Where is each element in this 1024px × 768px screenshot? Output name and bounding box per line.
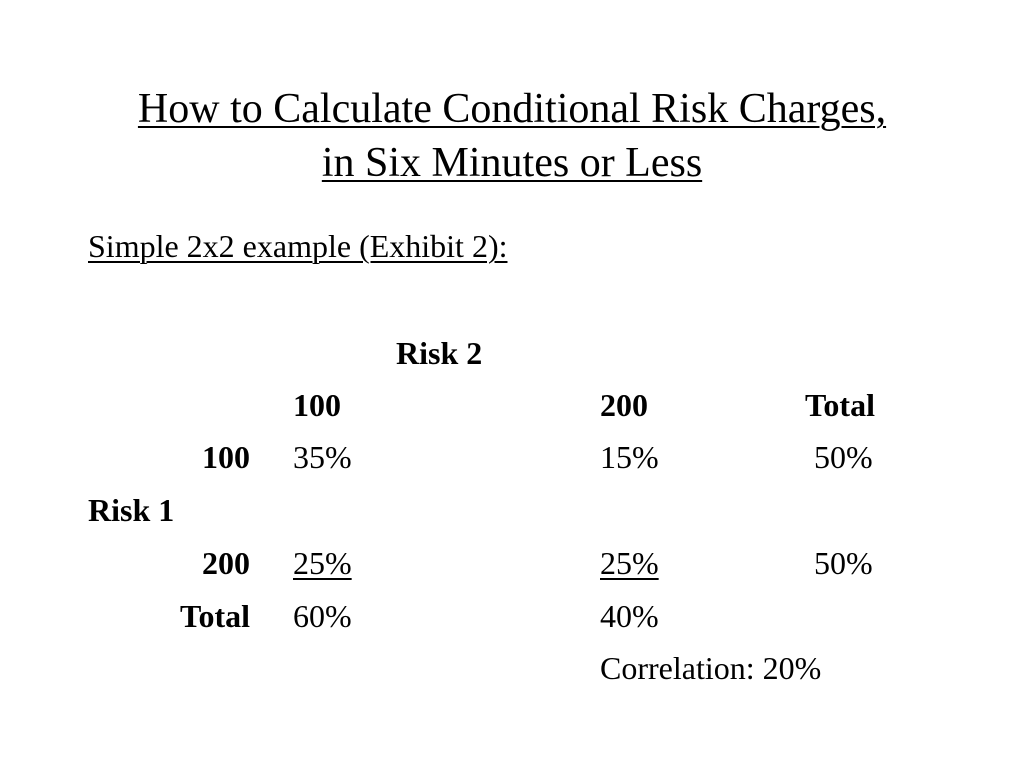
row-group-label: Risk 1 (88, 492, 175, 528)
cell-200-100: 25% (293, 545, 352, 581)
column-header-200: 200 (600, 387, 648, 423)
slide-title-line-2: in Six Minutes or Less (321, 140, 703, 186)
cell-100-total: 50% (814, 439, 873, 475)
row-label-200: 200 (202, 545, 250, 581)
row-label-100: 100 (202, 439, 250, 475)
slide-title-line-1: How to Calculate Conditional Risk Charge… (137, 86, 887, 132)
cell-100-100: 35% (293, 439, 352, 475)
cell-100-200: 15% (600, 439, 659, 475)
column-header-total: Total (805, 387, 875, 423)
cell-total-100: 60% (293, 598, 352, 634)
row-label-total: Total (180, 598, 250, 634)
cell-200-200: 25% (600, 545, 659, 581)
example-heading: Simple 2x2 example (Exhibit 2): (88, 228, 508, 264)
column-header-100: 100 (293, 387, 341, 423)
slide-title: How to Calculate Conditional Risk Charge… (0, 82, 1024, 190)
correlation-text: Correlation: 20% (600, 650, 822, 686)
column-group-label: Risk 2 (396, 335, 483, 371)
cell-200-total: 50% (814, 545, 873, 581)
cell-total-200: 40% (600, 598, 659, 634)
